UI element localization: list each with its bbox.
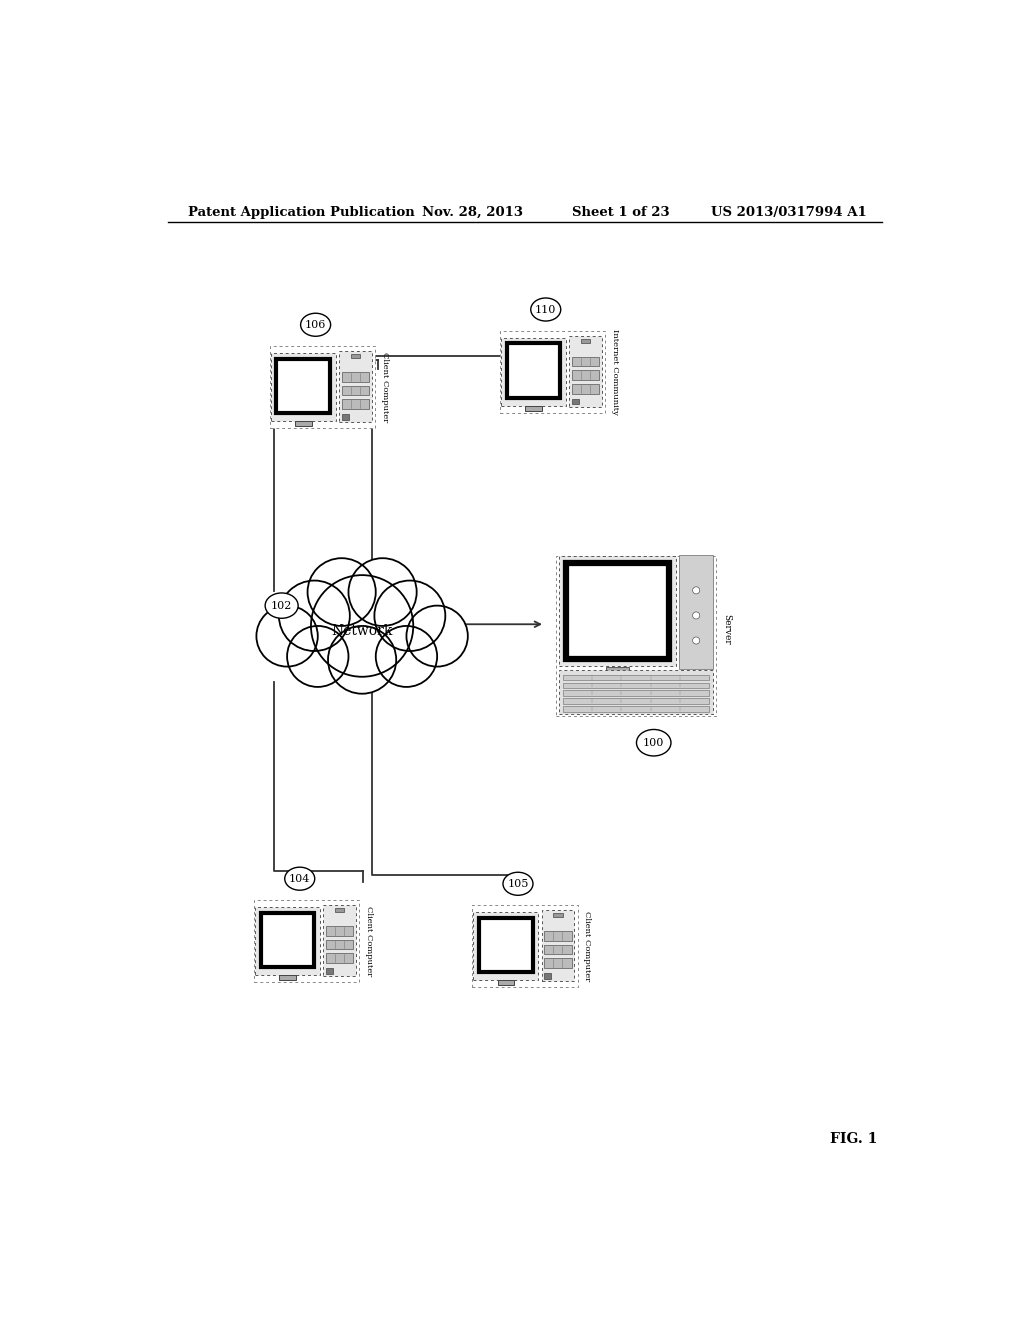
- Bar: [295, 421, 311, 426]
- Text: 104: 104: [289, 874, 310, 883]
- Bar: [271, 354, 336, 421]
- Text: Nov. 28, 2013: Nov. 28, 2013: [422, 206, 522, 219]
- Bar: [556, 557, 716, 715]
- Bar: [544, 945, 571, 954]
- Bar: [269, 346, 375, 428]
- Bar: [542, 911, 574, 981]
- Bar: [498, 979, 514, 986]
- Ellipse shape: [265, 593, 298, 618]
- Bar: [563, 706, 709, 711]
- Text: 106: 106: [305, 319, 327, 330]
- Bar: [563, 698, 709, 704]
- Bar: [679, 554, 714, 669]
- Bar: [544, 931, 571, 941]
- Circle shape: [307, 558, 376, 626]
- Bar: [563, 690, 709, 696]
- Bar: [606, 667, 629, 672]
- Text: FIG. 1: FIG. 1: [830, 1131, 878, 1146]
- Bar: [553, 913, 562, 917]
- Bar: [500, 331, 605, 412]
- Bar: [324, 906, 356, 977]
- Ellipse shape: [285, 867, 314, 890]
- Bar: [339, 351, 372, 422]
- Bar: [342, 372, 369, 381]
- Bar: [276, 359, 331, 413]
- Text: Client Computer: Client Computer: [583, 911, 591, 981]
- Circle shape: [311, 576, 414, 677]
- Circle shape: [692, 612, 699, 619]
- Bar: [326, 953, 353, 962]
- Bar: [326, 927, 353, 936]
- Text: 110: 110: [536, 305, 556, 314]
- Circle shape: [348, 558, 417, 626]
- Bar: [342, 399, 369, 409]
- Bar: [260, 912, 314, 966]
- Ellipse shape: [301, 313, 331, 337]
- Bar: [558, 557, 676, 667]
- Text: 102: 102: [271, 601, 292, 611]
- Bar: [572, 384, 599, 393]
- Bar: [255, 907, 319, 975]
- Circle shape: [692, 638, 699, 644]
- Circle shape: [692, 587, 699, 594]
- Text: Sheet 1 of 23: Sheet 1 of 23: [572, 206, 670, 219]
- Bar: [581, 339, 591, 343]
- Bar: [326, 968, 333, 974]
- Text: 100: 100: [643, 738, 665, 747]
- Circle shape: [287, 626, 348, 686]
- Bar: [565, 564, 669, 659]
- Bar: [572, 371, 599, 380]
- Bar: [472, 906, 578, 987]
- Text: Client Computer: Client Computer: [365, 906, 373, 977]
- Bar: [544, 958, 571, 968]
- Bar: [501, 338, 566, 405]
- Circle shape: [328, 626, 396, 694]
- Bar: [572, 356, 599, 367]
- Ellipse shape: [530, 298, 561, 321]
- Text: Patent Application Publication: Patent Application Publication: [187, 206, 415, 219]
- Text: US 2013/0317994 A1: US 2013/0317994 A1: [712, 206, 867, 219]
- Circle shape: [376, 626, 437, 686]
- Bar: [254, 900, 359, 982]
- Bar: [544, 973, 551, 978]
- Bar: [572, 399, 579, 404]
- Bar: [563, 675, 709, 680]
- Bar: [342, 385, 369, 395]
- Circle shape: [256, 606, 317, 667]
- Text: Network: Network: [332, 623, 393, 638]
- Bar: [473, 912, 538, 979]
- Ellipse shape: [503, 873, 532, 895]
- Bar: [479, 917, 532, 972]
- Circle shape: [279, 581, 350, 651]
- Bar: [563, 682, 709, 688]
- Bar: [326, 940, 353, 949]
- Circle shape: [375, 581, 445, 651]
- Text: Internet Community: Internet Community: [611, 329, 618, 414]
- Text: Server: Server: [722, 614, 731, 644]
- Bar: [558, 671, 714, 714]
- Text: Client Computer: Client Computer: [381, 352, 389, 422]
- Bar: [525, 405, 542, 411]
- Ellipse shape: [637, 730, 671, 756]
- Circle shape: [407, 606, 468, 667]
- Bar: [507, 343, 560, 397]
- Bar: [335, 908, 344, 912]
- Bar: [342, 414, 349, 420]
- Bar: [351, 354, 360, 358]
- Text: 105: 105: [507, 879, 528, 888]
- Bar: [280, 975, 296, 981]
- Bar: [569, 335, 602, 407]
